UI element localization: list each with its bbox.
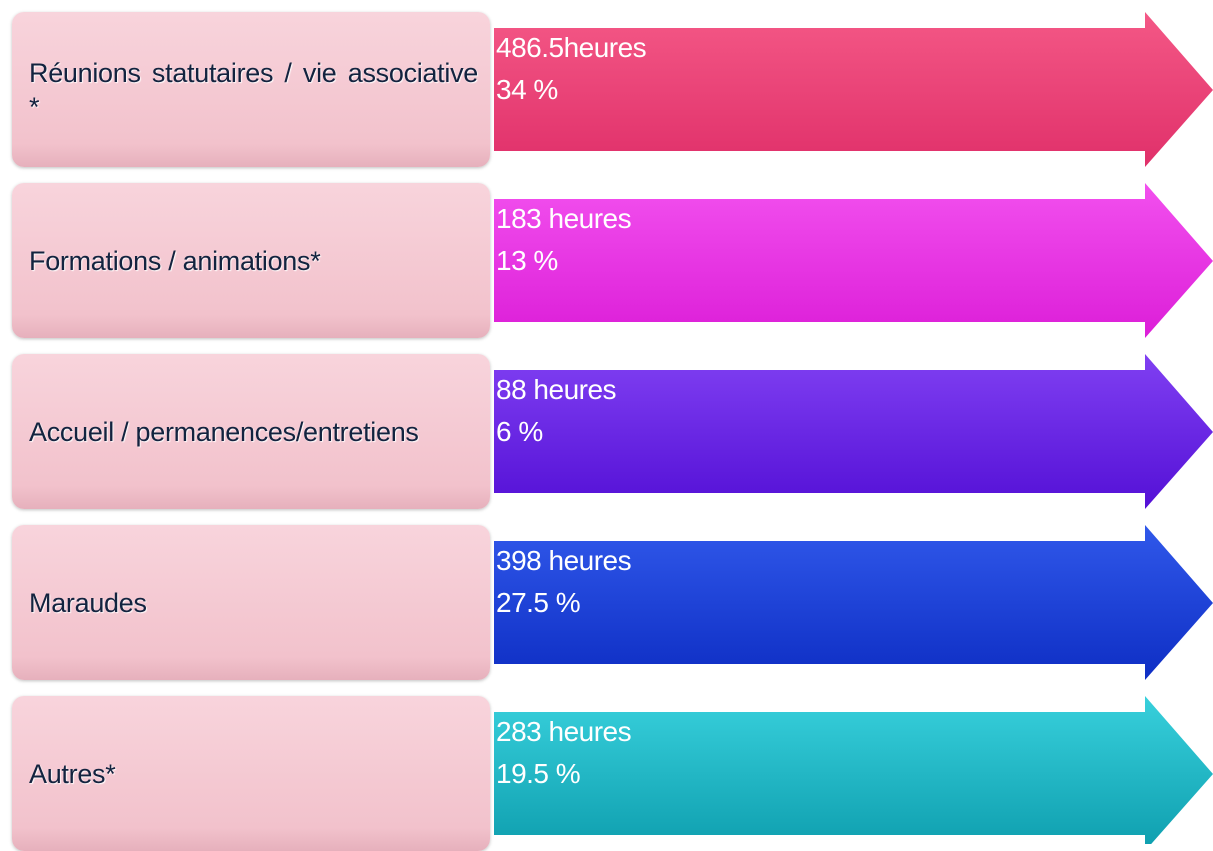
row-label: Formations / animations* [29, 245, 321, 276]
arrow [494, 354, 1213, 509]
arrow [494, 696, 1213, 844]
row-label: Réunions statutaires / vie associative * [29, 57, 478, 122]
hours: 398 heures [496, 545, 632, 576]
percent: 6 % [496, 416, 543, 447]
arrow [494, 525, 1213, 680]
row-label: Autres* [29, 758, 116, 789]
arrow [494, 12, 1213, 167]
hours: 283 heures [496, 716, 632, 747]
label-box: Réunions statutaires / vie associative * [12, 12, 490, 167]
row-label: Maraudes [29, 587, 147, 618]
arrow [494, 183, 1213, 338]
label-box: Accueil / permanences/entretiens [12, 354, 490, 509]
label-box: Maraudes [12, 525, 490, 680]
percent: 13 % [496, 245, 558, 276]
label-box: Formations / animations* [12, 183, 490, 338]
hours: 88 heures [496, 374, 617, 405]
percent: 34 % [496, 74, 558, 105]
row-label: Accueil / permanences/entretiens [29, 416, 419, 447]
hours: 183 heures [496, 203, 632, 234]
percent: 19.5 % [496, 758, 581, 789]
hours: 486.5heures [496, 32, 647, 63]
label-box: Autres* [12, 696, 490, 851]
percent: 27.5 % [496, 587, 581, 618]
